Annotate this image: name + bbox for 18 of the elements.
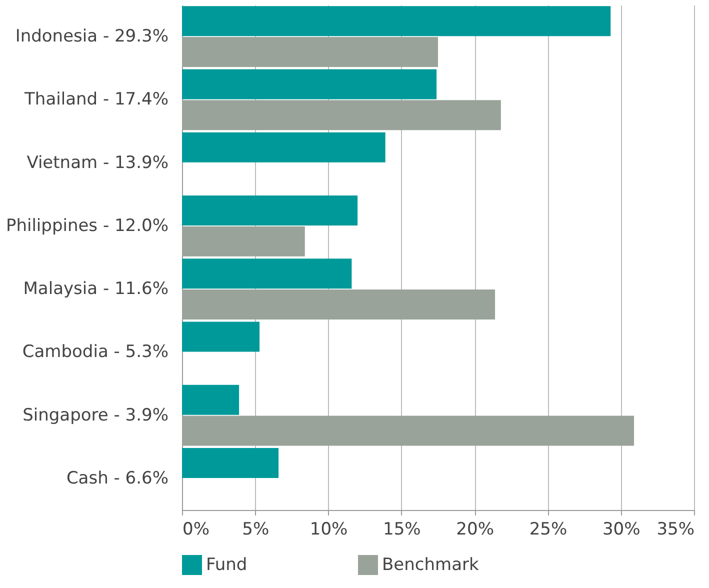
x-tick-label: 10% — [310, 520, 348, 540]
y-tick-label: Philippines - 12.0% — [6, 216, 168, 236]
x-tick-label: 15% — [383, 520, 421, 540]
x-tick-label: 35% — [656, 520, 694, 540]
y-tick-label: Malaysia - 11.6% — [23, 279, 168, 300]
y-tick-label: Singapore - 3.9% — [22, 405, 168, 426]
x-tick-label: 5% — [242, 520, 270, 540]
y-tick-label: Cash - 6.6% — [66, 468, 168, 488]
legend-label: Benchmark — [382, 555, 479, 575]
y-tick-label: Cambodia - 5.3% — [22, 342, 168, 362]
x-tick-label: 20% — [456, 520, 494, 540]
x-tick-label: 0% — [182, 520, 210, 540]
y-tick-label: Vietnam - 13.9% — [26, 152, 168, 173]
x-tick-label: 30% — [602, 520, 640, 540]
y-tick-label: Indonesia - 29.3% — [15, 26, 168, 47]
x-tick-label: 25% — [529, 520, 568, 540]
legend-label: Fund — [206, 555, 248, 575]
y-tick-label: Thailand - 17.4% — [24, 90, 168, 110]
